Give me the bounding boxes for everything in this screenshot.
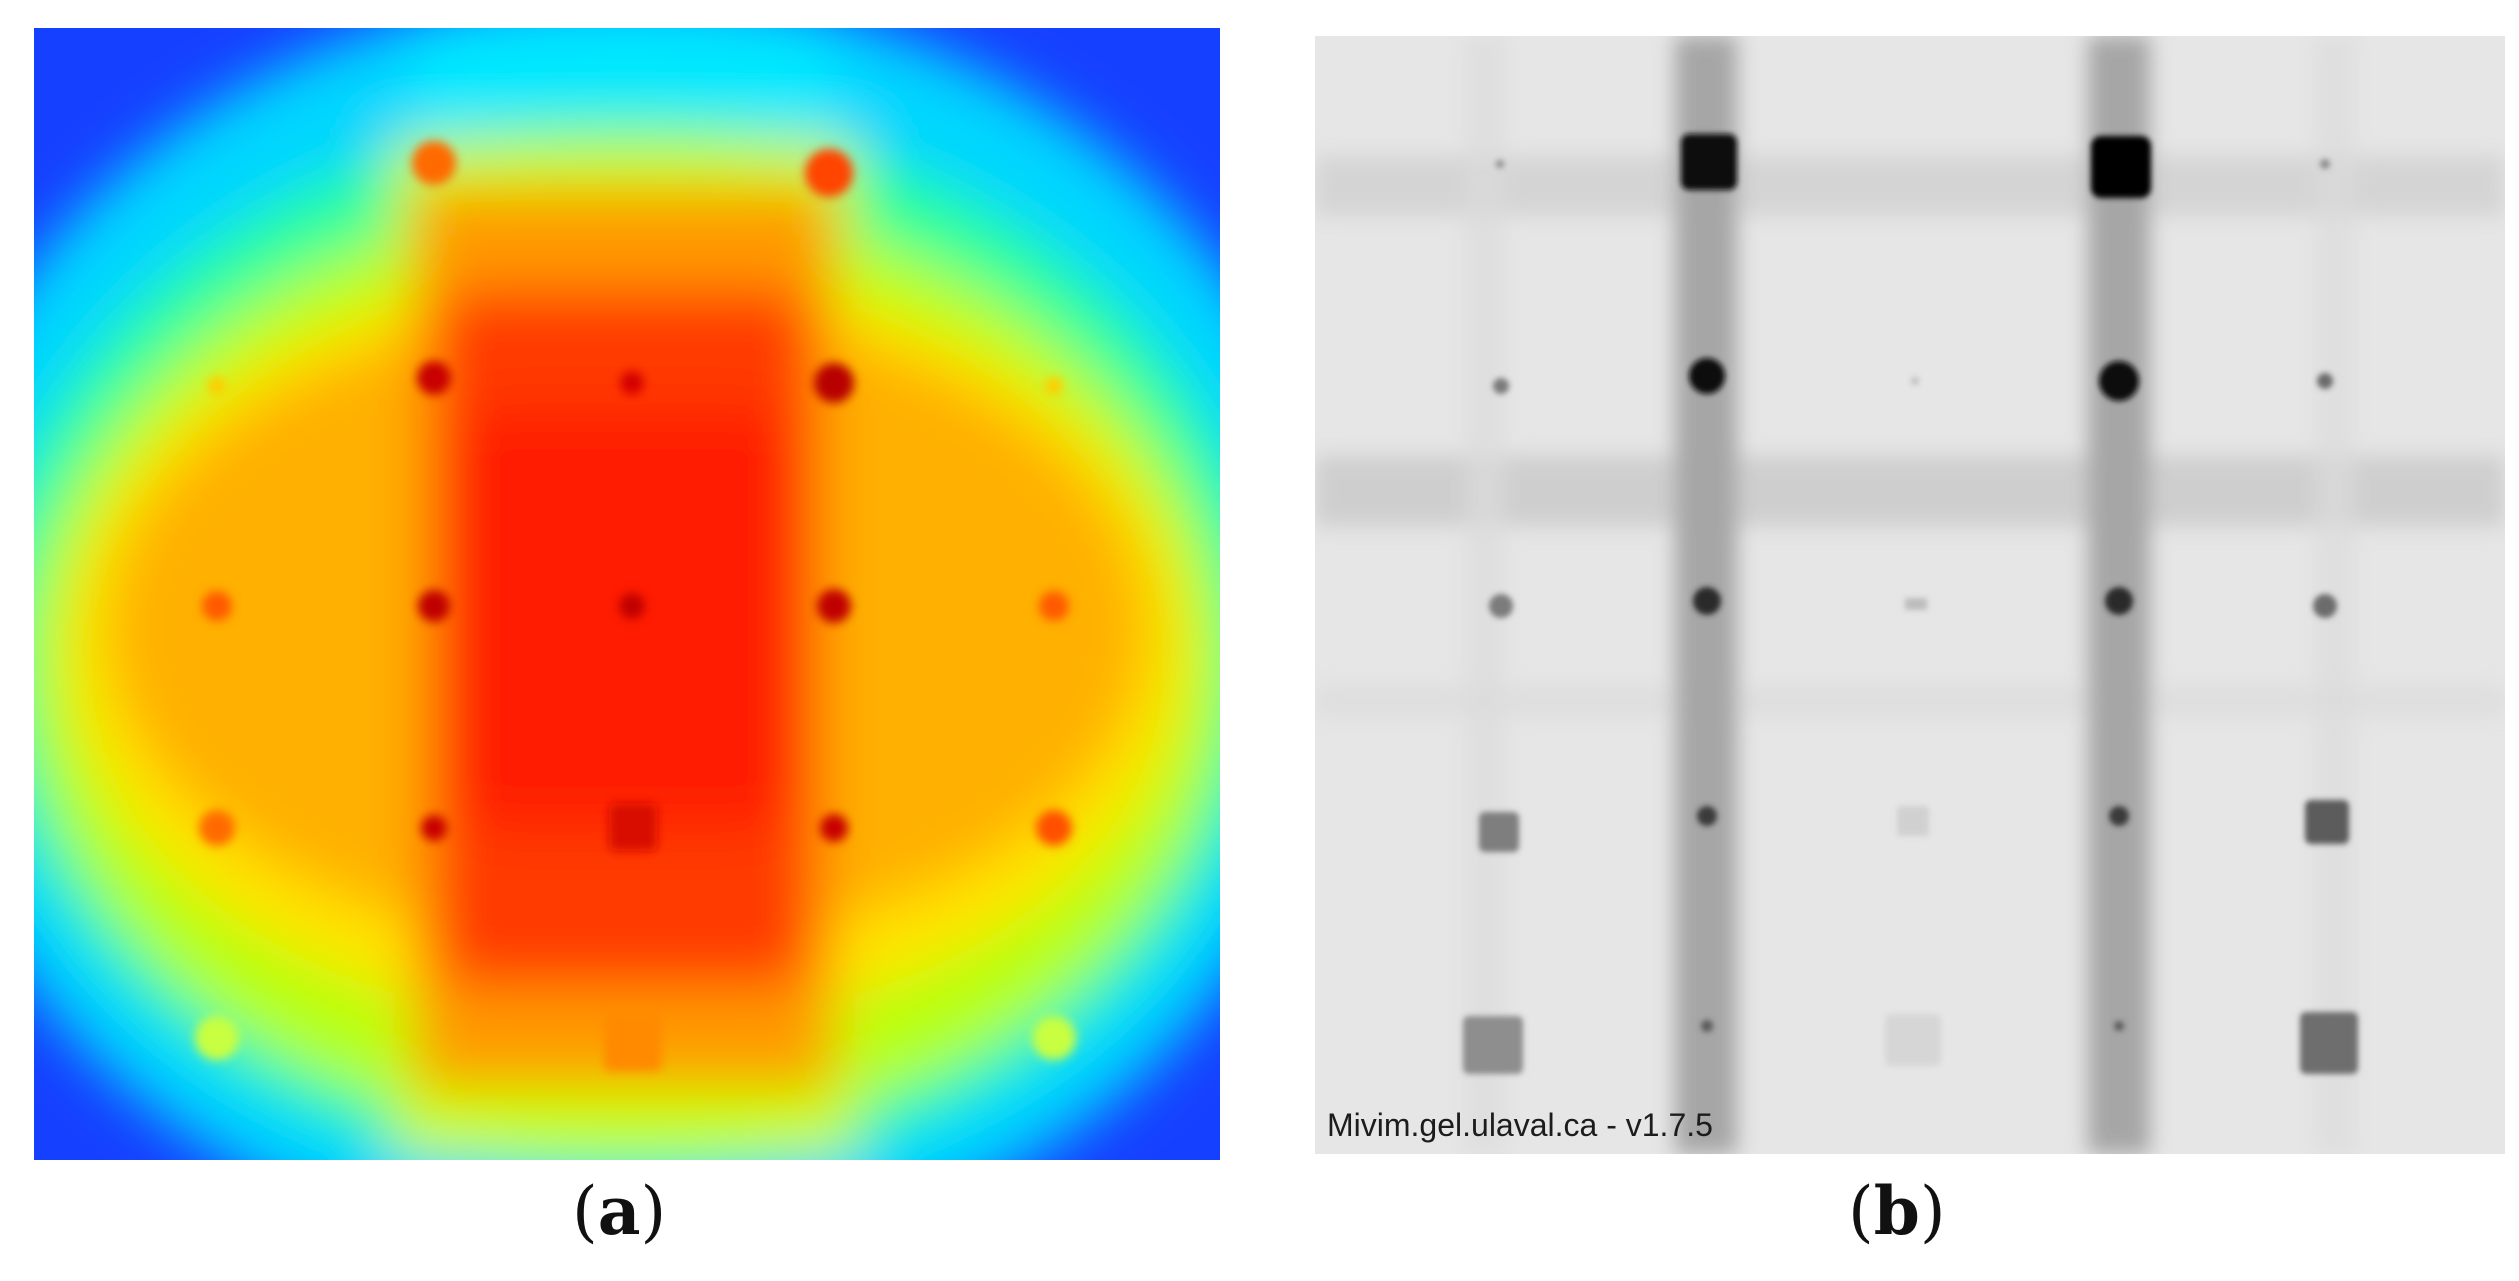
caption-a: (a) xyxy=(572,1178,666,1245)
thermal-image xyxy=(34,28,1220,1160)
caption-b-close: ) xyxy=(1919,1173,1946,1250)
grayscale-image-panel: Mivim.gel.ulaval.ca - v1.7.5 xyxy=(1315,36,2505,1154)
thermal-image-panel xyxy=(34,28,1220,1160)
caption-b-open: ( xyxy=(1848,1173,1874,1250)
caption-a-open: ( xyxy=(572,1173,598,1250)
caption-a-close: ) xyxy=(640,1173,667,1250)
caption-a-letter: a xyxy=(597,1172,641,1250)
grayscale-image xyxy=(1315,36,2505,1154)
caption-b: (b) xyxy=(1848,1178,1946,1245)
watermark-text: Mivim.gel.ulaval.ca - v1.7.5 xyxy=(1327,1107,1713,1143)
caption-b-letter: b xyxy=(1873,1172,1920,1250)
